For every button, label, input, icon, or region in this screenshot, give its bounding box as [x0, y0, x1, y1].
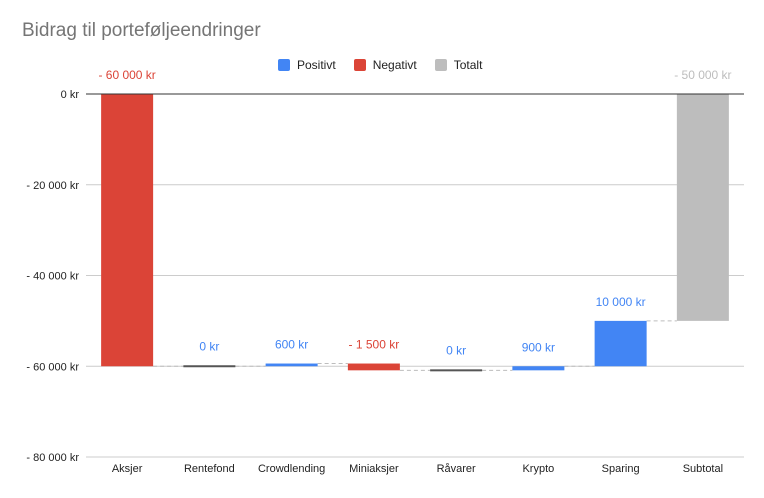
legend-swatch-positive [278, 59, 290, 71]
chart-title: Bidrag til porteføljeendringer [22, 20, 261, 41]
y-tick-label: - 80 000 kr [26, 452, 79, 464]
data-label: - 1 500 kr [349, 338, 400, 352]
bars [101, 94, 729, 372]
y-tick-label: - 20 000 kr [26, 180, 79, 192]
bar-råvarer [430, 369, 483, 372]
legend-label-negative: Negativt [372, 58, 417, 72]
bar-crowdlending [265, 363, 318, 367]
bar-rentefond [183, 365, 236, 368]
data-label: - 60 000 kr [98, 68, 155, 82]
data-label: 0 kr [199, 339, 219, 353]
legend: Positivt Negativt Totalt [278, 58, 482, 72]
legend-swatch-negative [353, 59, 366, 71]
data-labels: - 60 000 kr 0 kr 600 kr - 1 500 kr 0 kr 900 k… [98, 68, 731, 357]
y-axis-tick-labels: 0 kr - 20 000 kr - 40 000 kr - 60 000 kr - 8… [26, 89, 79, 464]
data-label: 10 000 kr [596, 295, 646, 309]
x-tick-label: Råvarer [437, 463, 476, 475]
y-tick-label: 0 kr [61, 89, 80, 101]
bar-subtotal [676, 94, 729, 321]
legend-item-negative[interactable]: Negativt [353, 58, 417, 72]
y-tick-label: - 60 000 kr [26, 361, 79, 373]
x-tick-label: Rentefond [184, 463, 235, 475]
x-tick-label: Krypto [522, 463, 554, 475]
legend-item-total[interactable]: Totalt [434, 58, 483, 72]
data-label: 900 kr [522, 340, 555, 354]
data-label: 600 kr [275, 338, 308, 352]
x-tick-label: Subtotal [683, 463, 723, 475]
x-tick-label: Miniaksjer [349, 463, 399, 475]
bar-miniaksjer [347, 363, 400, 371]
x-tick-label: Crowdlending [258, 463, 325, 475]
legend-swatch-total [434, 59, 447, 71]
x-tick-label: Sparing [602, 463, 640, 475]
data-label: 0 kr [446, 343, 466, 357]
legend-label-total: Totalt [453, 58, 483, 72]
legend-label-positive: Positivt [297, 58, 336, 72]
connector-lines [153, 320, 677, 371]
legend-item-positive[interactable]: Positivt [278, 58, 336, 72]
x-axis-tick-labels: Aksjer Rentefond Crowdlending Miniaksjer Råv… [112, 463, 723, 475]
bar-sparing [594, 320, 647, 367]
y-tick-label: - 40 000 kr [26, 271, 79, 283]
bar-aksjer [101, 94, 154, 367]
bar-krypto [512, 366, 565, 371]
data-label: - 50 000 kr [674, 68, 731, 82]
x-tick-label: Aksjer [112, 463, 143, 475]
